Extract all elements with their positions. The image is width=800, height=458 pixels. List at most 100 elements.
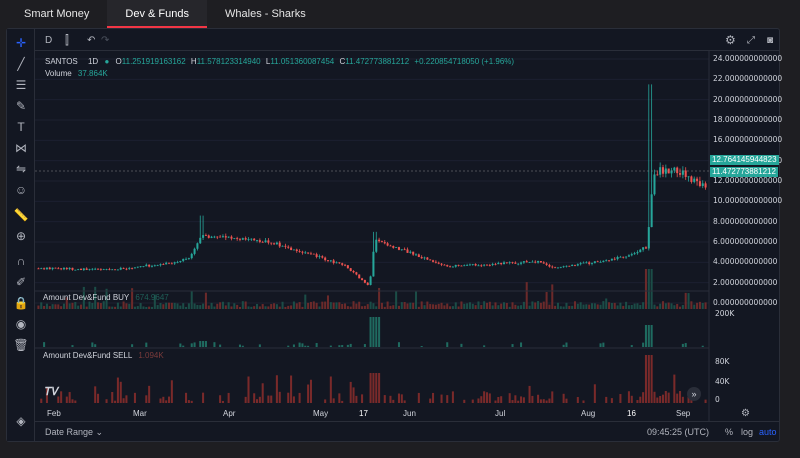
tab-whales-sharks[interactable]: Whales - Sharks — [225, 8, 306, 20]
candle-body — [37, 268, 40, 270]
candle-body — [128, 268, 131, 269]
volume-bar — [94, 286, 97, 309]
buy-bar — [644, 325, 647, 347]
sell-axis-tick-0: 0 — [715, 395, 720, 404]
scroll-to-realtime-button[interactable]: » — [687, 387, 701, 401]
sell-bar — [664, 391, 667, 403]
pattern-icon[interactable]: ⋈ — [15, 141, 27, 155]
settings-icon[interactable]: ⚙ — [725, 33, 736, 47]
brush-icon[interactable]: ✎ — [15, 99, 27, 113]
symbol-name[interactable]: SANTOS — [45, 57, 78, 66]
auto-toggle[interactable]: auto — [759, 427, 777, 437]
volume-bar — [477, 301, 480, 309]
candle-body — [335, 262, 338, 264]
date-range-button[interactable]: Date Range ⌄ — [45, 427, 104, 437]
sell-bar — [361, 394, 364, 403]
utc-time[interactable]: 09:45:25 (UTC) — [647, 427, 710, 437]
volume-bar — [315, 302, 318, 309]
log-toggle[interactable]: log — [741, 427, 754, 437]
crosshair-icon[interactable]: ✛ — [15, 36, 27, 50]
candle-body — [392, 246, 395, 248]
eye-icon[interactable]: ◉ — [15, 317, 27, 331]
sell-bar — [290, 375, 293, 403]
volume-bar — [608, 302, 611, 309]
text-tool-icon[interactable]: T — [17, 120, 25, 134]
volume-bar — [116, 302, 119, 309]
volume-bar — [179, 305, 182, 309]
sell-bar — [605, 396, 608, 403]
sell-bar — [267, 395, 270, 403]
volume-bar — [193, 303, 196, 309]
undo-icon[interactable]: ↶ — [87, 34, 96, 46]
candle-body — [241, 238, 244, 240]
sell-bar — [593, 384, 596, 403]
volume-bar — [619, 302, 622, 309]
candle-body — [204, 235, 207, 236]
candle-type-icon[interactable]: ⫿ — [65, 32, 69, 47]
candle-body — [298, 251, 301, 252]
candle-body — [474, 263, 477, 266]
buy-bar — [369, 317, 372, 347]
sell-bar — [375, 373, 378, 403]
candle-body — [62, 268, 65, 270]
volume-bar — [290, 305, 293, 309]
sell-bar — [656, 397, 659, 403]
sell-bar — [352, 387, 355, 403]
candle-body — [261, 241, 264, 243]
interval-button[interactable]: D — [45, 34, 53, 46]
volume-bar — [520, 305, 523, 309]
lock-drawing-icon[interactable]: ✐ — [15, 275, 27, 289]
ruler-icon[interactable]: 📏 — [13, 208, 29, 222]
volume-bar — [440, 302, 443, 309]
tab-dev-funds[interactable]: Dev & Funds — [107, 0, 208, 28]
fullscreen-icon[interactable]: ⤢ — [747, 34, 755, 46]
zoom-in-icon[interactable]: ⊕ — [15, 229, 27, 243]
sell-bar — [517, 400, 520, 403]
lock-icon[interactable]: 🔒 — [13, 296, 29, 310]
candle-body — [423, 257, 426, 259]
volume-value: 37.864K — [77, 69, 108, 78]
candle-body — [664, 168, 667, 174]
candle-body — [650, 194, 653, 228]
sell-bar — [45, 387, 48, 403]
sell-bar — [630, 395, 633, 403]
candle-body — [68, 267, 71, 270]
volume-bar — [565, 302, 568, 309]
volume-bar — [88, 301, 91, 309]
emoji-icon[interactable]: ☺ — [14, 183, 28, 197]
volume-bar — [432, 304, 435, 309]
prediction-icon[interactable]: ⇋ — [15, 162, 27, 176]
trash-icon[interactable]: 🗑 — [13, 338, 29, 352]
fib-retracement-icon[interactable]: ☰ — [15, 78, 27, 92]
redo-icon[interactable]: ↷ — [101, 34, 110, 46]
candle-body — [588, 262, 591, 264]
layers-icon[interactable]: ◈ — [16, 414, 26, 428]
candle-body — [488, 265, 491, 266]
candle-body — [196, 243, 199, 249]
percent-toggle[interactable]: % — [725, 427, 734, 437]
volume-bar — [74, 302, 77, 309]
time-tick: Aug — [581, 409, 596, 418]
trendline-icon[interactable]: ╱ — [17, 57, 25, 71]
volume-bar — [79, 304, 83, 309]
camera-icon[interactable]: ◙ — [767, 34, 774, 46]
buy-bars — [43, 317, 704, 347]
candle-body — [150, 265, 153, 267]
candle-body — [281, 245, 284, 247]
candle-body — [701, 183, 704, 186]
sell-bar — [494, 400, 497, 403]
volume-bar — [426, 301, 429, 309]
volume-bar — [684, 292, 687, 309]
magnet-icon[interactable]: ∩ — [16, 254, 26, 268]
candle-body — [653, 174, 656, 195]
chart-canvas[interactable] — [7, 51, 779, 421]
candle-body — [349, 268, 352, 271]
tab-smart-money[interactable]: Smart Money — [24, 8, 90, 20]
axis-settings-icon[interactable]: ⚙ — [741, 408, 750, 419]
candle-body — [502, 262, 506, 265]
candle-body — [326, 260, 330, 261]
price-tick: 2.000000000000 — [713, 277, 778, 287]
tradingview-logo[interactable]: 𝑇𝑉 — [45, 386, 60, 398]
candle-body — [511, 262, 514, 264]
volume-bar — [622, 305, 625, 309]
